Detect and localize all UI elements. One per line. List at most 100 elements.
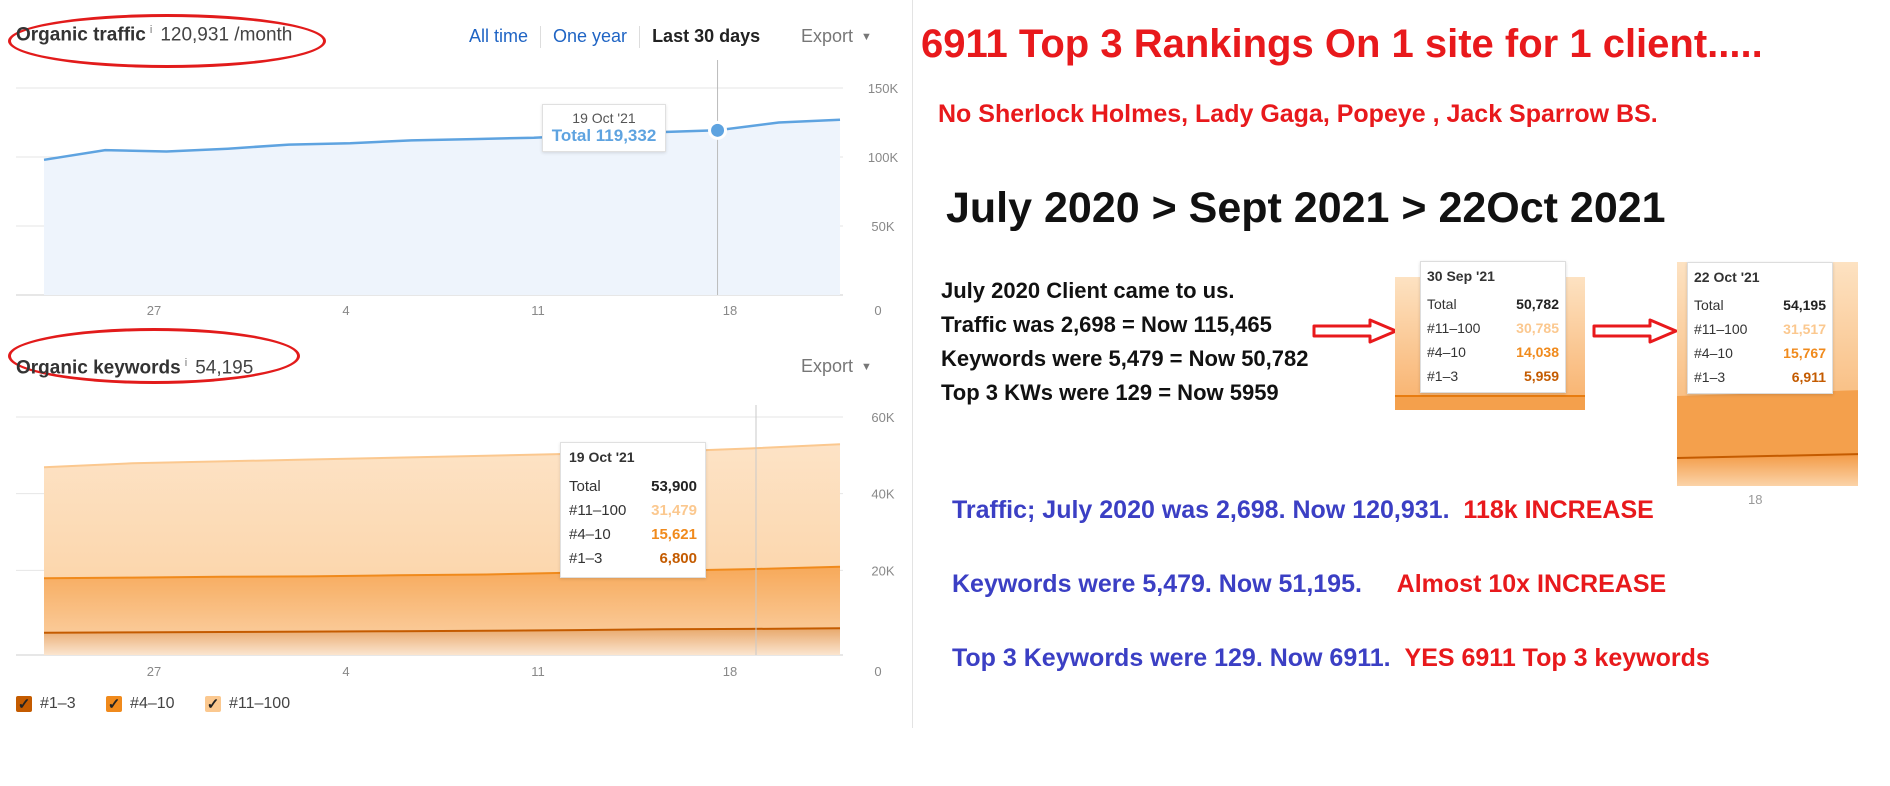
export-label: Export (801, 26, 854, 46)
row-value: 30,785 (1516, 320, 1559, 336)
organic-keywords-title: Organic keywords (16, 357, 181, 379)
tooltip-row-11-100: #11–100 31,479 (569, 499, 697, 523)
row-value: 31,517 (1783, 321, 1826, 337)
info-icon[interactable]: i (149, 24, 153, 36)
headline: 6911 Top 3 Rankings On 1 site for 1 clie… (921, 22, 1763, 66)
row-label: #4–10 (1694, 345, 1733, 361)
checkbox-checked-icon[interactable]: ✓ (205, 696, 221, 713)
chevron-down-icon: ▼ (861, 361, 872, 374)
divider (540, 26, 542, 49)
summary-line-top3: Top 3 Keywords were 129. Now 6911. YES 6… (952, 644, 1710, 673)
tooltip-row-4-10: #4–10 15,767 (1694, 341, 1826, 365)
subheadline: No Sherlock Holmes, Lady Gaga, Popeye , … (938, 100, 1658, 128)
export-label: Export (801, 356, 854, 376)
summary-text: Traffic; July 2020 was 2,698. Now 120,93… (952, 496, 1450, 524)
keywords-tooltip: 19 Oct '21 Total 53,900 #11–100 31,479 #4–… (560, 442, 706, 578)
legend-label: #4–10 (130, 695, 175, 712)
organic-keywords-chart[interactable]: 60K 40K 20K 27 4 11 18 0 (0, 405, 912, 685)
row-label: #11–100 (569, 502, 627, 519)
organic-traffic-chart[interactable]: 150K 100K 50K 27 4 11 18 0 (0, 60, 912, 330)
organic-traffic-value: 120,931 /month (160, 24, 293, 46)
mini-tooltip-oct: 22 Oct '21 Total 54,195 #11–100 31,517 #4–… (1687, 262, 1833, 394)
right-arrow-icon (1312, 318, 1398, 344)
summary-line-traffic: Traffic; July 2020 was 2,698. Now 120,93… (952, 496, 1654, 525)
export-button[interactable]: Export ▼ (801, 356, 872, 377)
tab-one-year[interactable]: One year (553, 26, 628, 46)
legend-label: #11–100 (229, 695, 291, 712)
date-range-tabs: All time One year Last 30 days (469, 26, 761, 49)
tooltip-row-total: Total 53,900 (569, 475, 697, 499)
note-line: Keywords were 5,479 = Now 50,782 (941, 346, 1309, 371)
mini-x-tick: 18 (1748, 492, 1763, 507)
row-value: 50,782 (1516, 296, 1559, 312)
tooltip-row-4-10: #4–10 15,621 (569, 523, 697, 547)
row-label: #1–3 (1427, 368, 1459, 384)
x-tick-label: 27 (147, 664, 161, 679)
row-label: #1–3 (1694, 369, 1726, 385)
panel-divider (912, 0, 913, 728)
export-button[interactable]: Export ▼ (801, 26, 872, 47)
legend-item-11-100[interactable]: ✓ #11–100 (205, 695, 290, 713)
divider (639, 26, 641, 49)
x-tick-label: 11 (531, 303, 545, 318)
legend-item-4-10[interactable]: ✓ #4–10 (106, 695, 175, 713)
row-value: 14,038 (1516, 344, 1559, 360)
summary-line-keywords: Keywords were 5,479. Now 51,195. Almost … (952, 570, 1666, 599)
y-tick-label: 100K (868, 150, 899, 165)
tooltip-row-1-3: #1–3 6,911 (1694, 365, 1826, 389)
x-tick-label: 27 (147, 303, 161, 318)
row-label: #11–100 (1427, 320, 1481, 336)
y-tick-label: 20K (871, 563, 894, 578)
tooltip-row-total: Total 54,195 (1694, 293, 1826, 317)
tab-all-time[interactable]: All time (469, 26, 529, 46)
tooltip-row-total: Total 50,782 (1427, 292, 1559, 316)
summary-text: Top 3 Keywords were 129. Now 6911. (952, 644, 1391, 672)
series-1-3-area (44, 628, 840, 655)
x-tick-label: 11 (531, 664, 545, 679)
ahrefs-overview-panel: Organic traffic i 120,931 /month All time O… (0, 0, 912, 786)
chevron-down-icon: ▼ (861, 31, 872, 44)
summary-highlight: 118k INCREASE (1463, 496, 1654, 524)
checkbox-checked-icon[interactable]: ✓ (16, 696, 32, 713)
row-value: 6,911 (1791, 369, 1826, 385)
keywords-legend: ✓ #1–3 ✓ #4–10 ✓ #11–100 (16, 695, 316, 714)
traffic-area (44, 119, 840, 295)
mini-tooltip-sep: 30 Sep '21 Total 50,782 #11–100 30,785 #4–… (1420, 261, 1566, 393)
tooltip-row-11-100: #11–100 31,517 (1694, 317, 1826, 341)
y-tick-label: 150K (868, 81, 899, 96)
row-value: 5,959 (1523, 368, 1559, 384)
row-value: 6,800 (659, 550, 697, 567)
row-label: Total (1694, 297, 1724, 313)
note-line: Traffic was 2,698 = Now 115,465 (941, 312, 1272, 337)
x-tick-label: 18 (723, 303, 737, 318)
right-arrow-icon (1592, 318, 1678, 344)
x-tick-label: 4 (342, 303, 349, 318)
series-1-3-line (43, 627, 841, 634)
row-value: 54,195 (1783, 297, 1826, 313)
traffic-tooltip: 19 Oct '21 Total 119,332 (542, 104, 666, 152)
row-label: #4–10 (1427, 344, 1466, 360)
organic-traffic-header: Organic traffic i 120,931 /month (16, 24, 292, 46)
tooltip-total: Total 119,332 (551, 126, 657, 145)
note-line: July 2020 Client came to us. (941, 278, 1235, 303)
tooltip-row-4-10: #4–10 14,038 (1427, 340, 1559, 364)
y-tick-label: 50K (871, 219, 894, 234)
series-11-100-line (43, 443, 841, 469)
x-tick-label: 4 (342, 664, 349, 679)
info-icon[interactable]: i (184, 357, 188, 369)
tooltip-row-1-3: #1–3 5,959 (1427, 364, 1559, 388)
x-tick-label: 0 (874, 664, 881, 679)
row-value: 31,479 (651, 502, 697, 519)
red-circle-annotation (8, 328, 300, 384)
tooltip-date: 19 Oct '21 (569, 449, 635, 465)
tooltip-date: 30 Sep '21 (1427, 268, 1495, 284)
tooltip-date: 22 Oct '21 (1694, 269, 1760, 285)
y-tick-label: 40K (871, 487, 894, 502)
organic-keywords-value: 54,195 (195, 357, 254, 379)
checkbox-checked-icon[interactable]: ✓ (106, 696, 123, 713)
tab-last-30-days[interactable]: Last 30 days (652, 26, 761, 46)
row-value: 15,621 (651, 526, 697, 543)
row-label: #4–10 (569, 526, 611, 543)
tooltip-date: 19 Oct '21 (572, 110, 636, 126)
legend-item-1-3[interactable]: ✓ #1–3 (16, 695, 76, 713)
